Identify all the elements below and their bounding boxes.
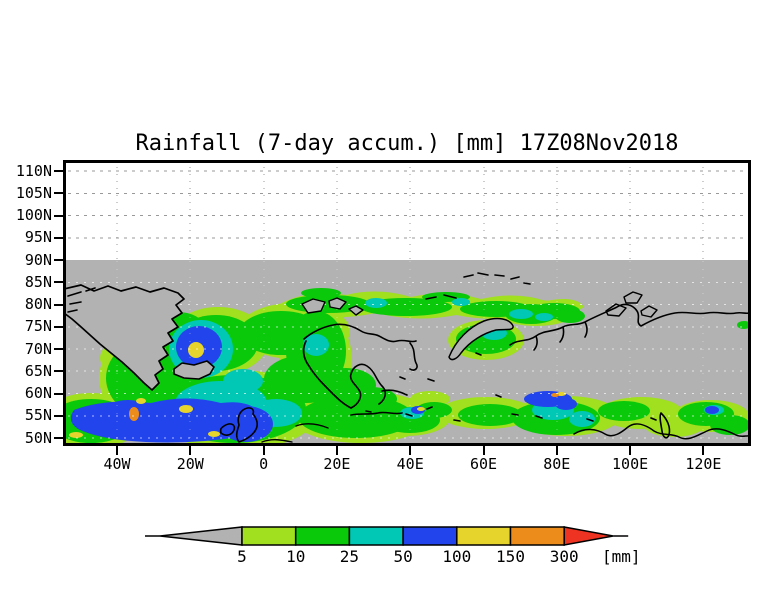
x-tick-mark <box>629 446 632 455</box>
europe-coast-fragments <box>261 423 329 443</box>
y-tick-label: 60N <box>24 384 52 402</box>
norway-coast <box>302 340 352 409</box>
y-tick-mark <box>54 414 63 417</box>
y-tick-mark <box>54 437 63 439</box>
legend-threshold-label: 50 <box>393 547 412 566</box>
novaya-zemlya <box>448 317 514 361</box>
x-tick-label: 60E <box>469 455 498 473</box>
plot-frame <box>63 160 751 446</box>
x-tick-mark <box>262 446 265 455</box>
y-tick-label: 95N <box>24 228 52 247</box>
legend-band <box>402 526 458 546</box>
color-legend: 5 10 25 50 100 150 300 [mm] <box>145 526 641 566</box>
legend-unit-label: [mm] <box>602 547 641 566</box>
y-tick-label: 55N <box>24 406 52 425</box>
legend-band <box>509 526 565 546</box>
x-tick-mark <box>189 446 192 455</box>
y-tick-label: 85N <box>24 272 52 291</box>
y-tick-label: 65N <box>24 361 52 380</box>
x-tick-label: 100E <box>612 455 649 473</box>
y-tick-mark <box>54 236 63 239</box>
y-tick-mark <box>54 370 63 373</box>
y-tick-label: 110N <box>15 161 52 180</box>
y-tick-mark <box>54 214 63 217</box>
kola-whitesea-coast <box>303 323 418 371</box>
uk-ireland-coast <box>219 407 258 443</box>
y-tick-mark <box>54 303 63 306</box>
siberia-coast <box>509 303 748 351</box>
severnaya-zemlya <box>605 291 658 318</box>
x-tick-label: 20W <box>176 455 204 473</box>
y-tick-label: 70N <box>24 339 52 358</box>
map-detail-specks <box>365 352 657 422</box>
legend-band <box>456 526 512 546</box>
legend-arrow-left <box>159 526 243 546</box>
rain-yellow <box>69 342 566 438</box>
lake-baikal <box>659 412 671 439</box>
south-border-line <box>573 423 748 440</box>
canada-coast-fragments <box>67 287 96 313</box>
gridlines-vertical-polar <box>116 167 704 259</box>
legend-threshold-label: 100 <box>442 547 471 566</box>
y-tick-mark <box>54 170 63 172</box>
x-tick-mark <box>116 446 118 455</box>
x-tick-label: 40W <box>103 455 131 473</box>
x-tick-label: 120E <box>685 455 722 473</box>
x-tick-mark <box>335 446 338 455</box>
x-tick-mark <box>702 446 705 455</box>
legend-arrow-right <box>563 526 614 546</box>
legend-threshold-label: 25 <box>340 547 359 566</box>
y-tick-mark <box>54 259 63 261</box>
y-tick-mark <box>54 348 63 350</box>
y-tick-label: 90N <box>24 250 52 269</box>
rain-orange <box>129 393 559 421</box>
iceland-landmass <box>173 360 215 380</box>
legend-band <box>294 526 351 546</box>
y-tick-mark <box>54 192 63 195</box>
y-tick-mark <box>54 325 63 328</box>
x-tick-mark <box>482 446 485 455</box>
y-tick-label: 50N <box>24 428 52 447</box>
x-tick-label: 40E <box>396 455 424 473</box>
legend-threshold-label: 5 <box>237 547 247 566</box>
gridlines-horizontal-polar <box>68 170 746 239</box>
plot-title: Rainfall (7-day accum.) [mm] 17Z08Nov201… <box>135 131 679 156</box>
legend-band <box>241 526 297 546</box>
y-tick-label: 105N <box>15 183 52 202</box>
x-tick-mark <box>409 446 412 455</box>
x-tick-label: 0 <box>259 455 269 473</box>
svalbard-islands <box>301 297 364 316</box>
legend-threshold-label: 300 <box>550 547 579 566</box>
y-tick-mark <box>54 281 63 284</box>
legend-threshold-label: 10 <box>286 547 305 566</box>
map-canvas <box>66 167 748 443</box>
y-tick-label: 80N <box>24 295 52 313</box>
baltic-coast <box>349 363 408 416</box>
legend-threshold-label: 150 <box>496 547 525 566</box>
greenland-landmass <box>66 284 185 391</box>
y-tick-label: 75N <box>24 317 52 336</box>
legend-band <box>348 526 404 546</box>
franz-josef-land <box>425 272 531 300</box>
x-tick-mark <box>555 446 558 455</box>
x-tick-label: 20E <box>323 455 351 473</box>
x-tick-label: 80E <box>543 455 571 473</box>
y-tick-mark <box>54 392 63 395</box>
coastlines <box>66 272 748 443</box>
y-tick-label: 100N <box>15 206 52 224</box>
